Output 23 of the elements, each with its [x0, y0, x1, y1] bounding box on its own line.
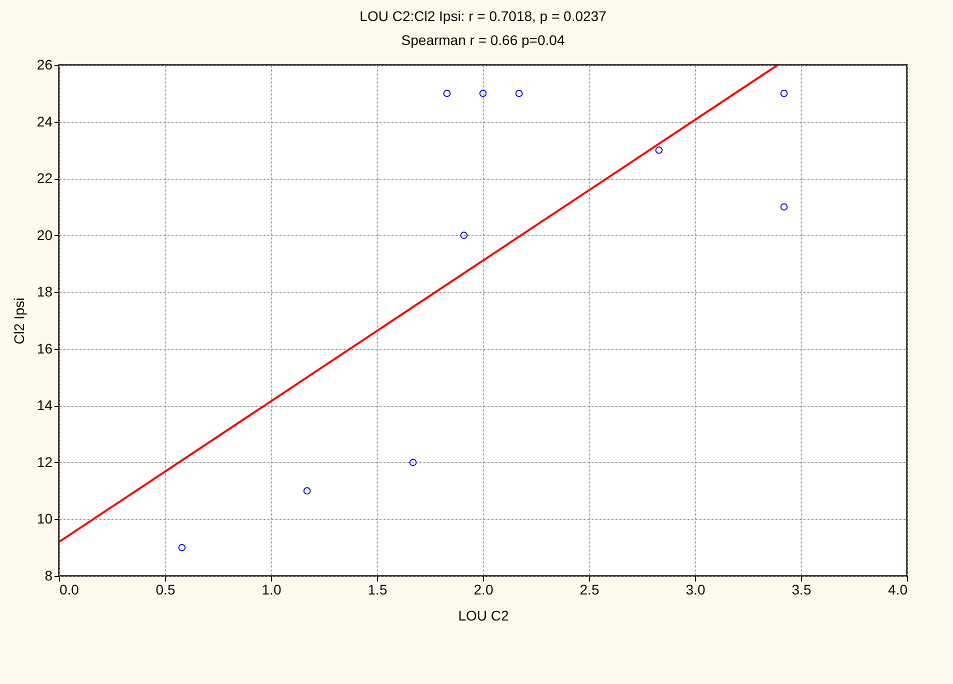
chart-title: LOU C2:Cl2 Ipsi: r = 0.7018, p = 0.0237 — [360, 8, 607, 24]
x-tick-label: 1.5 — [368, 582, 388, 598]
x-tick-label: 1.0 — [262, 582, 282, 598]
x-tick-label: 0.0 — [60, 582, 80, 598]
y-tick-label: 24 — [36, 113, 53, 130]
y-tick-label: 10 — [36, 510, 53, 527]
y-tick-label: 26 — [36, 56, 53, 72]
x-tick-label: 0.5 — [156, 582, 176, 598]
y-tick-label: 16 — [36, 340, 53, 356]
x-tick-label: 3.0 — [686, 582, 706, 598]
x-tick-label: 2.5 — [580, 582, 600, 598]
x-tick-label: 4.0 — [888, 582, 908, 598]
y-axis-title: Cl2 Ipsi — [10, 298, 27, 344]
y-tick-label: 22 — [36, 170, 53, 186]
x-tick-label: 3.5 — [792, 582, 812, 598]
x-axis-title: LOU C2 — [458, 608, 509, 624]
x-tick-label: 2.0 — [474, 582, 494, 598]
y-tick-label: 14 — [36, 397, 53, 414]
y-tick-label: 18 — [36, 284, 53, 300]
y-tick-label: 8 — [44, 568, 53, 584]
chart-subtitle: Spearman r = 0.66 p=0.04 — [401, 32, 565, 48]
y-tick-label: 12 — [36, 454, 53, 470]
y-tick-label: 20 — [36, 226, 53, 243]
